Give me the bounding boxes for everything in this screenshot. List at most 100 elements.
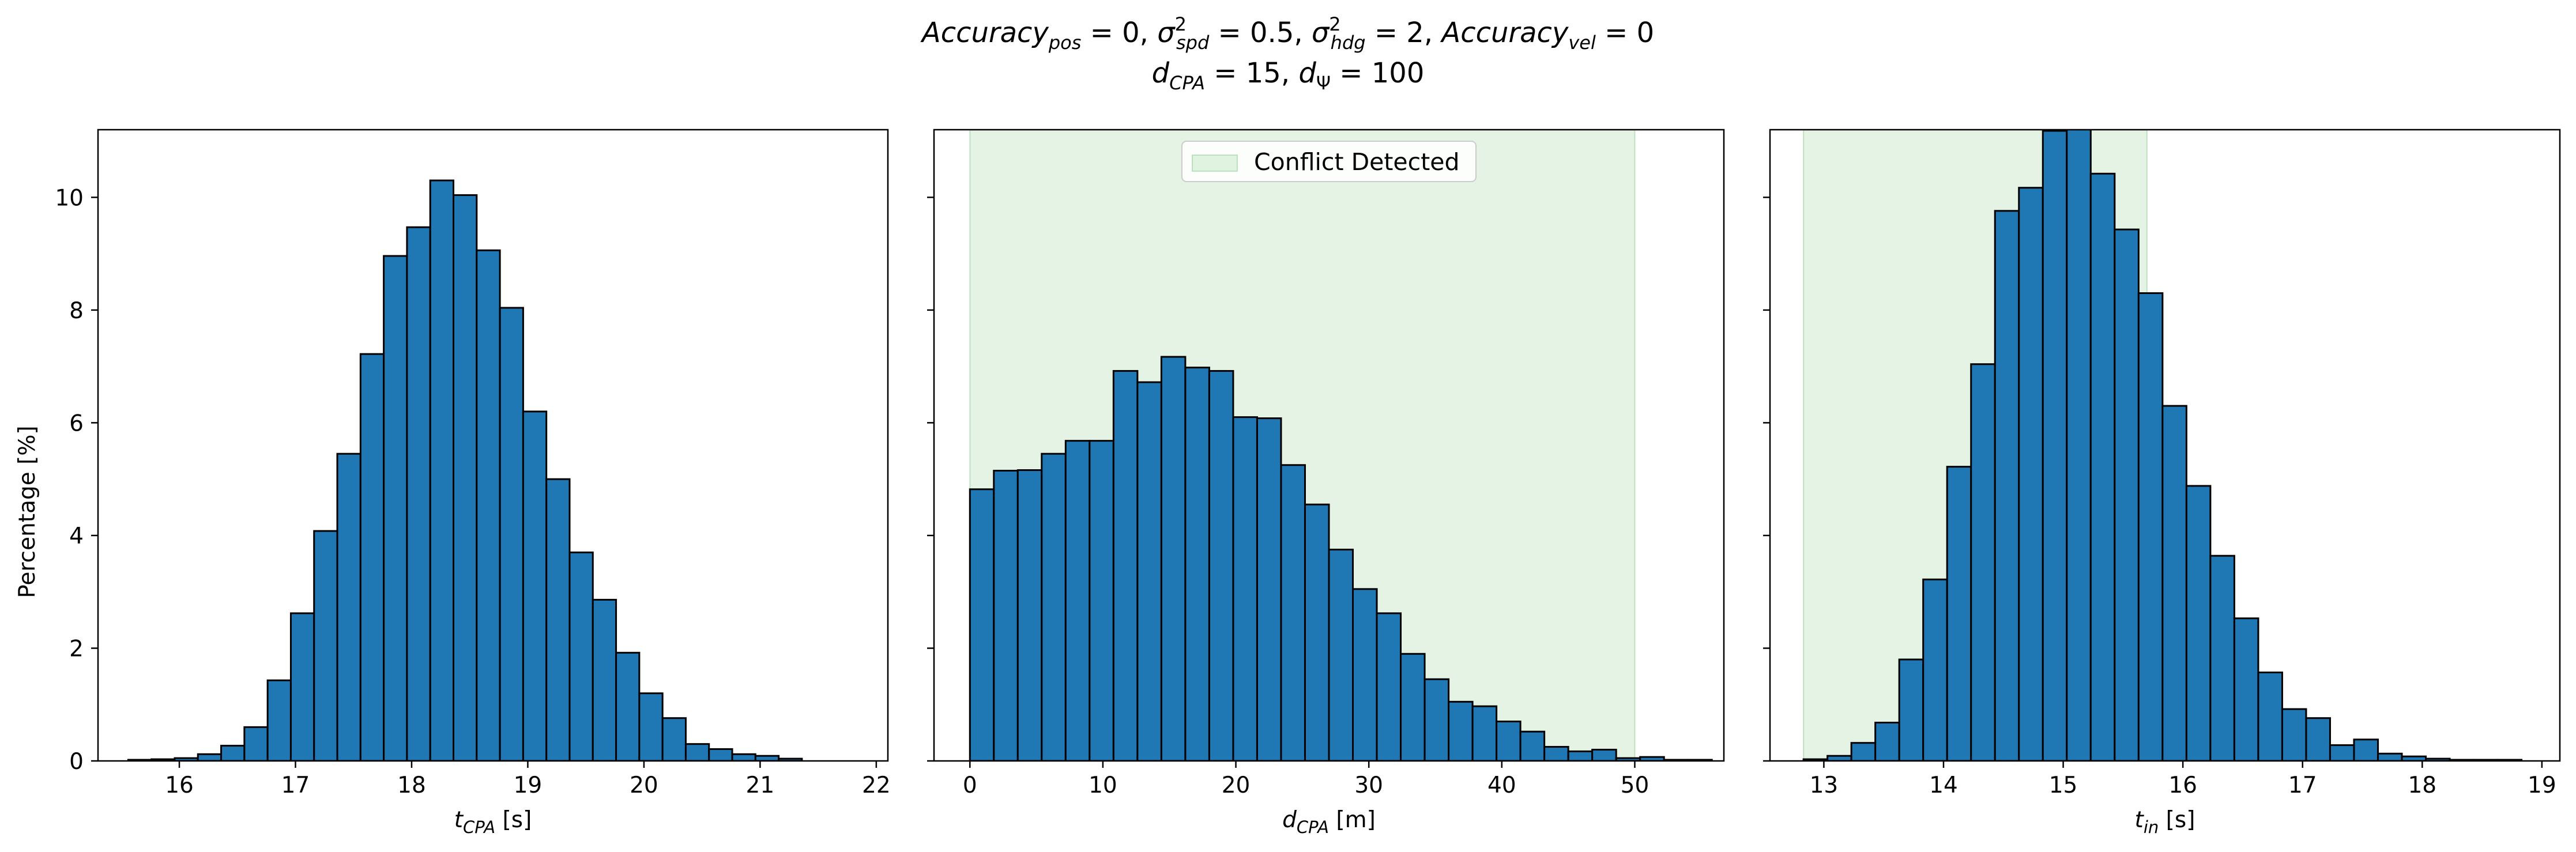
x-axis-label: tin [s] bbox=[2135, 807, 2195, 837]
x-tick-label: 15 bbox=[2049, 772, 2078, 798]
plot-area bbox=[127, 179, 803, 761]
y-tick-label: 2 bbox=[69, 636, 84, 662]
histogram-bar bbox=[2161, 405, 2187, 761]
histogram-bar bbox=[993, 469, 1019, 761]
x-tick-label: 50 bbox=[1621, 772, 1649, 798]
histogram-bar bbox=[1041, 453, 1067, 761]
plot-area bbox=[1802, 130, 2523, 761]
histogram-bar bbox=[615, 651, 641, 761]
panel-tin: 13 14 15 16 17 18 19 tin [s] bbox=[1763, 129, 2561, 837]
title-token: σ bbox=[1157, 17, 1176, 49]
histogram-bar bbox=[1543, 746, 1569, 761]
histogram-bar bbox=[197, 753, 223, 761]
x-tick-label: 13 bbox=[1810, 772, 1839, 798]
histogram-bar bbox=[1826, 755, 1852, 761]
title-token: vel bbox=[1568, 32, 1596, 54]
histogram-bar bbox=[1400, 653, 1426, 761]
histogram-bar bbox=[220, 745, 246, 761]
title-token: = 100 bbox=[1331, 57, 1424, 89]
histogram-bar bbox=[1352, 588, 1378, 761]
x-axis-label: tCPA [s] bbox=[454, 807, 532, 837]
histogram-bar bbox=[1471, 705, 1498, 761]
histogram-bar bbox=[476, 249, 501, 761]
title-token: Accuracy bbox=[1440, 17, 1569, 49]
x-tick-label: 16 bbox=[2168, 772, 2197, 798]
histogram-bar bbox=[545, 478, 571, 761]
x-axis-label-main: d bbox=[1282, 807, 1297, 833]
histogram-bar bbox=[2305, 717, 2331, 761]
figure-title-line-1: Accuracypos = 0, σ2 spd = 0.5, σ2 hdg = 2,… bbox=[920, 13, 1654, 54]
title-token: = 15, bbox=[1205, 57, 1298, 89]
histogram-bar bbox=[661, 717, 687, 761]
histogram-bar bbox=[2089, 172, 2116, 761]
x-tick-label: 10 bbox=[1089, 772, 1117, 798]
axes-frame bbox=[97, 129, 889, 762]
histogram-bar bbox=[453, 194, 478, 761]
histogram-bar bbox=[592, 598, 617, 761]
x-tick-label: 20 bbox=[630, 772, 658, 798]
histogram-bar bbox=[522, 410, 548, 761]
histogram-bar bbox=[1376, 612, 1402, 761]
histogram-bar bbox=[1994, 210, 2020, 761]
histogram-bar bbox=[266, 679, 292, 761]
title-token: d bbox=[1298, 57, 1316, 89]
histogram-bar bbox=[1591, 748, 1617, 761]
histogram-bar bbox=[1328, 548, 1354, 761]
histogram-bar bbox=[383, 255, 408, 761]
plot-area bbox=[969, 130, 1713, 761]
legend-swatch bbox=[1192, 154, 1238, 172]
y-tick-label: 6 bbox=[69, 410, 84, 436]
x-tick-label: 19 bbox=[2528, 772, 2556, 798]
x-tick-label: 17 bbox=[281, 772, 310, 798]
y-axis-label: Percentage [%] bbox=[14, 425, 40, 598]
title-token: σ bbox=[1312, 17, 1330, 49]
x-tick-label: 18 bbox=[397, 772, 426, 798]
histogram-bar bbox=[2185, 485, 2212, 761]
x-axis-label-unit: [s] bbox=[495, 807, 532, 833]
histogram-bar bbox=[1160, 356, 1187, 761]
histogram-bar bbox=[2233, 617, 2259, 761]
title-token: Ψ bbox=[1316, 72, 1331, 94]
histogram-bar bbox=[969, 488, 995, 761]
title-token: 2 bbox=[1329, 13, 1340, 35]
histogram-bar bbox=[2209, 555, 2235, 761]
x-tick-label: 18 bbox=[2408, 772, 2436, 798]
histogram-bar bbox=[1423, 678, 1450, 761]
x-tick-label: 17 bbox=[2288, 772, 2317, 798]
histogram-bar bbox=[1304, 503, 1330, 761]
x-tick-label: 30 bbox=[1354, 772, 1383, 798]
histogram-bar bbox=[1448, 700, 1474, 761]
histogram-bar bbox=[1280, 464, 1306, 761]
y-tick-label: 10 bbox=[55, 185, 84, 211]
title-token: = 2, bbox=[1366, 17, 1442, 49]
y-tick-label: 4 bbox=[69, 523, 84, 549]
histogram-bar bbox=[2137, 292, 2164, 761]
x-axis-label-unit: [m] bbox=[1329, 807, 1376, 833]
histogram-bar bbox=[1064, 440, 1091, 761]
figure-title-line-2: dCPA = 15, dΨ = 100 bbox=[1152, 57, 1425, 94]
histogram-bar bbox=[731, 753, 756, 761]
title-token: = 0 bbox=[1596, 17, 1654, 49]
x-axis-label-sub: in bbox=[2144, 817, 2159, 837]
axes-frame bbox=[1769, 129, 2561, 762]
histogram-bar bbox=[1016, 469, 1043, 761]
histogram-bar bbox=[684, 743, 710, 761]
legend: Conflict Detected bbox=[1181, 141, 1477, 182]
histogram-bar bbox=[2114, 228, 2140, 761]
histogram-bar bbox=[243, 726, 269, 761]
x-axis-label-sub: CPA bbox=[463, 817, 495, 837]
histogram-bar bbox=[289, 612, 315, 761]
legend-box bbox=[1181, 141, 1477, 182]
y-tick-label: 0 bbox=[69, 749, 84, 775]
title-token: 2 bbox=[1175, 13, 1187, 35]
histogram-bar bbox=[429, 179, 454, 761]
title-token: hdg bbox=[1331, 32, 1366, 54]
histogram-bar bbox=[359, 353, 385, 761]
y-tick-label: 8 bbox=[69, 298, 84, 324]
title-token: = 0.5, bbox=[1209, 17, 1312, 49]
histogram-bar bbox=[754, 755, 780, 761]
histogram-bar bbox=[2257, 672, 2283, 761]
title-token: spd bbox=[1176, 32, 1210, 54]
x-axis-label-main: t bbox=[454, 807, 464, 833]
